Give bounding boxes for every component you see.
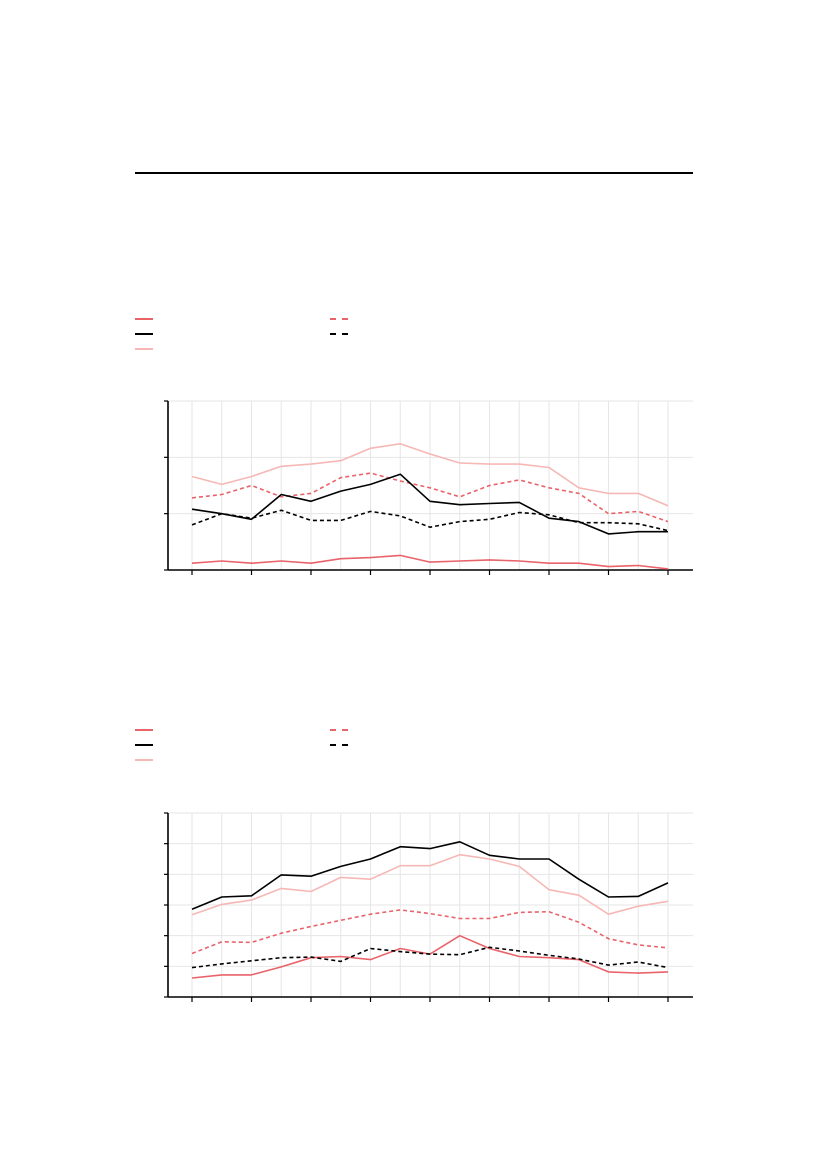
legend-swatch-pink-solid xyxy=(135,759,153,761)
legend-swatch-black-dashed xyxy=(330,744,348,746)
legend-swatch-red-solid xyxy=(135,318,153,320)
series-line-red-solid xyxy=(191,554,669,570)
legend-swatch-red-dashed xyxy=(330,318,348,320)
legend-swatch-red-dashed xyxy=(330,729,348,731)
series-line-pink-solid xyxy=(191,853,669,916)
bottom-line-chart xyxy=(164,812,693,1002)
series-line-red-dashed xyxy=(191,909,669,955)
series-line-black-dashed xyxy=(191,946,669,969)
series-line-pink-solid xyxy=(191,442,669,507)
series-line-red-dashed xyxy=(191,472,669,523)
legend-swatch-red-solid xyxy=(135,729,153,731)
legend-swatch-black-solid xyxy=(135,333,153,335)
legend-swatch-black-solid xyxy=(135,744,153,746)
page-top-rule xyxy=(135,172,693,174)
legend-top-chart xyxy=(135,311,435,357)
grid-vertical xyxy=(191,401,669,570)
legend-swatch-pink-solid xyxy=(135,348,153,350)
legend-swatch-black-dashed xyxy=(330,333,348,335)
series-line-black-solid xyxy=(191,473,668,535)
legend-bottom-chart xyxy=(135,722,435,768)
series-line-black-dashed xyxy=(191,509,669,532)
top-line-chart xyxy=(164,400,693,575)
series-line-black-solid xyxy=(191,840,669,911)
